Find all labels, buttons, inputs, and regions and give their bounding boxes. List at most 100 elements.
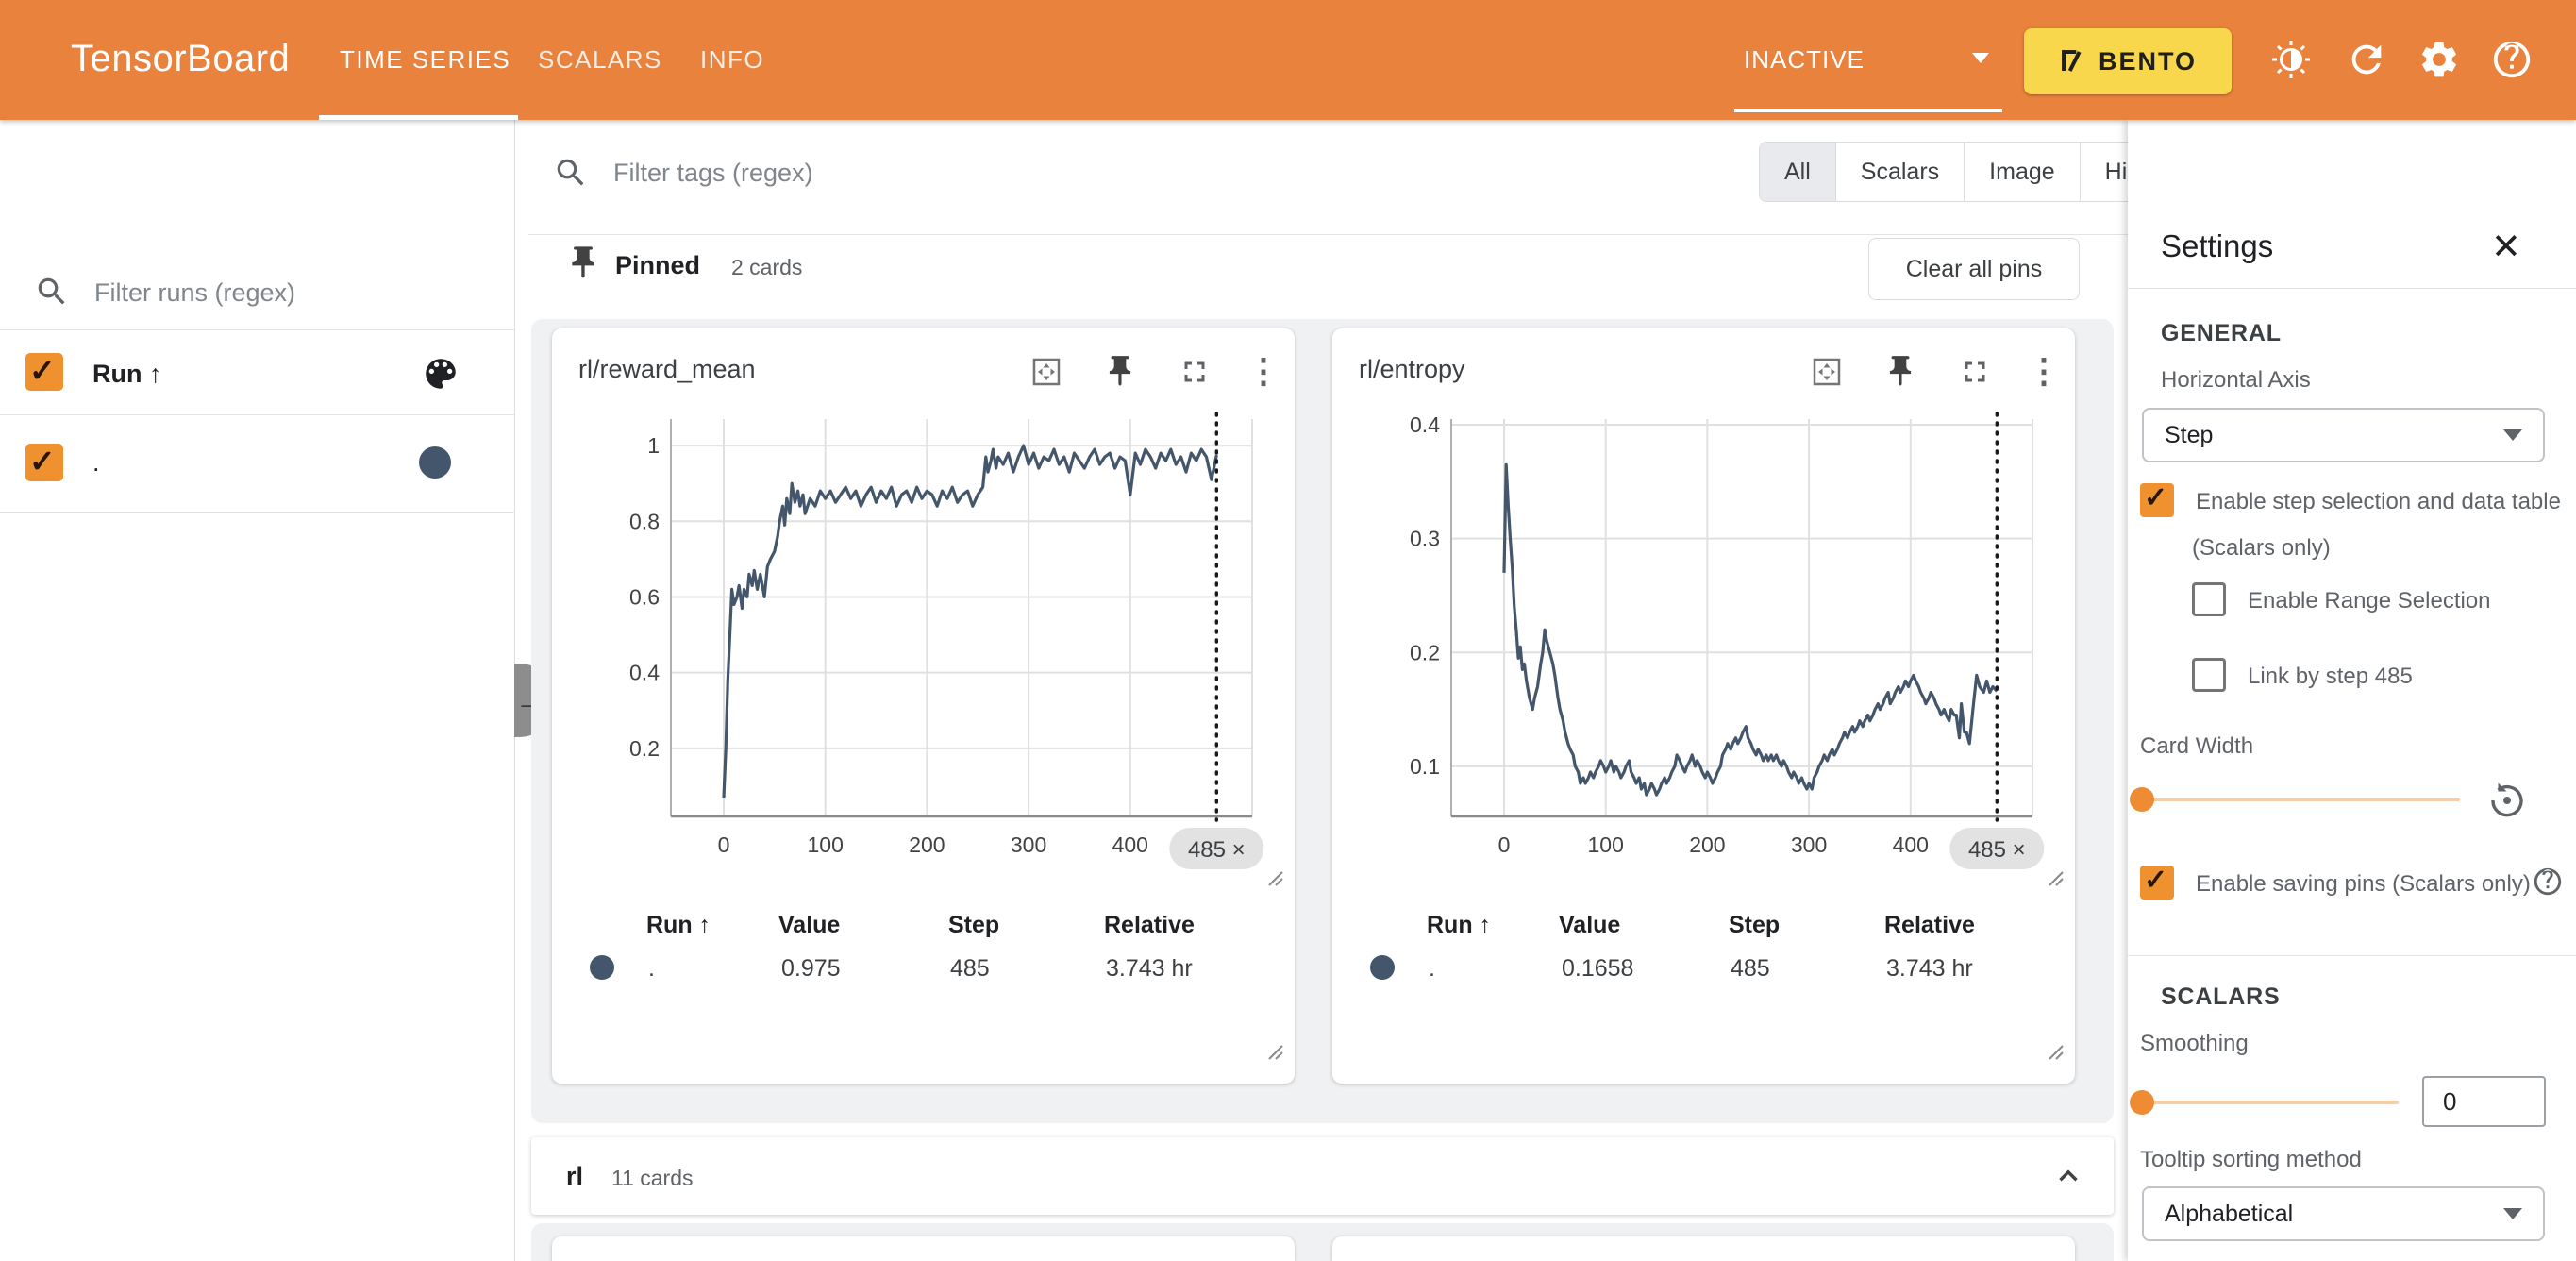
chart-entropy[interactable]: 0 100 200 300 400 0.1 0.2 0.3 0.4 485 ×: [1389, 412, 2049, 883]
close-icon[interactable]: ✕: [2491, 227, 2521, 267]
pinned-title: Pinned: [615, 251, 701, 279]
svg-text:0.4: 0.4: [629, 661, 660, 685]
link-by-step-checkbox[interactable]: [2192, 658, 2226, 692]
palette-icon[interactable]: [421, 354, 460, 394]
card-width-slider-track[interactable]: [2134, 798, 2460, 801]
col-header-relative[interactable]: Relative: [1884, 912, 1975, 938]
filter-tags-input[interactable]: Filter tags (regex): [613, 159, 813, 187]
cell-value: 0.1658: [1562, 955, 1634, 982]
pin-icon[interactable]: [1102, 353, 1136, 387]
col-header-relative[interactable]: Relative: [1104, 912, 1195, 938]
run-color-dot: [590, 955, 614, 980]
col-header-run[interactable]: Run ↑: [1427, 912, 1492, 938]
divider: [528, 234, 2128, 235]
step-selection-checkbox[interactable]: [2140, 481, 2174, 517]
saving-pins-checkbox[interactable]: [2140, 864, 2174, 900]
svg-text:0.2: 0.2: [1410, 640, 1440, 664]
runs-sidebar: Filter runs (regex) Run ↑ .: [0, 120, 514, 1261]
reset-card-width-icon[interactable]: [2484, 779, 2528, 822]
tab-info[interactable]: INFO: [700, 45, 765, 74]
chevron-down-icon[interactable]: [1972, 53, 1989, 63]
partial-card: [1332, 1236, 2075, 1261]
chevron-down-icon: [2503, 429, 2522, 441]
col-header-value[interactable]: Value: [778, 912, 841, 938]
card-width-slider-thumb[interactable]: [2130, 787, 2154, 812]
scalars-section-label: SCALARS: [2161, 984, 2281, 1010]
svg-text:485 ×: 485 ×: [1968, 837, 2026, 863]
refresh-icon[interactable]: [2345, 38, 2388, 81]
cell-step: 485: [950, 955, 990, 982]
fit-to-data-icon[interactable]: [1029, 355, 1063, 389]
col-header-step[interactable]: Step: [948, 912, 1000, 938]
range-selection-label: Enable Range Selection: [2248, 588, 2491, 614]
card-title: rl/entropy: [1359, 355, 1465, 383]
cell-relative: 3.743 hr: [1106, 955, 1193, 982]
chip-image[interactable]: Image: [1965, 143, 2081, 201]
smoothing-value-input[interactable]: 0: [2422, 1076, 2546, 1127]
divider: [0, 329, 514, 330]
active-tab-underline: [319, 115, 518, 120]
smoothing-slider-track[interactable]: [2134, 1101, 2399, 1104]
fullscreen-icon[interactable]: [1178, 355, 1212, 389]
tag-group-count: 11 cards: [611, 1166, 694, 1190]
range-selection-checkbox[interactable]: [2192, 582, 2226, 616]
help-icon[interactable]: [2490, 38, 2534, 81]
tag-group-name: rl: [566, 1162, 584, 1190]
tab-scalars[interactable]: SCALARS: [538, 45, 662, 74]
cell-run: .: [648, 955, 655, 982]
horizontal-axis-label: Horizontal Axis: [2161, 367, 2311, 393]
tab-time-series[interactable]: TIME SERIES: [340, 45, 511, 74]
cell-value: 0.975: [781, 955, 841, 982]
app-logo: TensorBoard: [71, 38, 291, 79]
settings-title: Settings: [2161, 228, 2274, 263]
fit-to-data-icon[interactable]: [1810, 355, 1844, 389]
resize-handle[interactable]: [1262, 1038, 1284, 1061]
help-icon[interactable]: [2532, 866, 2564, 898]
col-header-step[interactable]: Step: [1729, 912, 1781, 938]
pinned-count: 2 cards: [731, 255, 803, 279]
chart-card-entropy: rl/entropy ⋮ 0 100 200 300 400 0.1 0.2 0.3 0.4 48…: [1332, 328, 2075, 1084]
run-color-swatch[interactable]: [419, 446, 451, 479]
svg-text:0.6: 0.6: [629, 584, 660, 609]
run-name: .: [92, 448, 100, 477]
clear-all-pins-button[interactable]: Clear all pins: [1868, 238, 2080, 300]
svg-text:0: 0: [1498, 832, 1511, 857]
bento-icon: [2061, 50, 2082, 72]
svg-text:100: 100: [1588, 832, 1624, 857]
select-all-runs-checkbox[interactable]: [25, 352, 63, 391]
svg-text:485 ×: 485 ×: [1188, 837, 1246, 863]
resize-handle[interactable]: [2042, 1038, 2065, 1061]
tooltip-sorting-select[interactable]: Alphabetical: [2142, 1186, 2545, 1241]
svg-text:200: 200: [909, 832, 945, 857]
fullscreen-icon[interactable]: [1958, 355, 1992, 389]
gear-icon[interactable]: [2417, 38, 2461, 81]
brightness-toggle-icon[interactable]: [2269, 38, 2313, 81]
smoothing-slider-thumb[interactable]: [2130, 1090, 2154, 1115]
chip-all[interactable]: All: [1760, 143, 1836, 201]
chip-scalars[interactable]: Scalars: [1836, 143, 1965, 201]
col-header-run[interactable]: Run ↑: [646, 912, 711, 938]
chevron-up-icon[interactable]: [2052, 1160, 2084, 1192]
svg-text:300: 300: [1011, 832, 1046, 857]
settings-panel: Settings ✕ GENERAL Horizontal Axis Step …: [2128, 120, 2576, 1261]
run-checkbox[interactable]: [25, 443, 63, 481]
filter-runs-input[interactable]: Filter runs (regex): [94, 278, 296, 307]
col-header-value[interactable]: Value: [1559, 912, 1621, 938]
bento-button[interactable]: BENTO: [2024, 28, 2232, 94]
status-underline: [1734, 109, 2002, 112]
tag-group-rl[interactable]: rl 11 cards: [531, 1137, 2114, 1215]
chart-reward-mean[interactable]: 0 100 200 300 400 0.2 0.4 0.6 0.8 1 485 ×: [609, 412, 1269, 883]
pin-icon: [572, 246, 594, 278]
resize-handle[interactable]: [2042, 865, 2065, 887]
runs-header-label[interactable]: Run ↑: [92, 360, 162, 388]
divider: [2128, 955, 2576, 956]
pin-icon[interactable]: [1882, 353, 1916, 387]
status-dropdown[interactable]: INACTIVE: [1744, 45, 1865, 74]
more-options-icon[interactable]: ⋮: [2027, 351, 2061, 390]
horizontal-axis-select[interactable]: Step: [2142, 408, 2545, 462]
resize-handle[interactable]: [1262, 865, 1284, 887]
svg-text:300: 300: [1791, 832, 1827, 857]
svg-text:400: 400: [1893, 832, 1929, 857]
more-options-icon[interactable]: ⋮: [1246, 351, 1280, 390]
svg-text:400: 400: [1112, 832, 1148, 857]
